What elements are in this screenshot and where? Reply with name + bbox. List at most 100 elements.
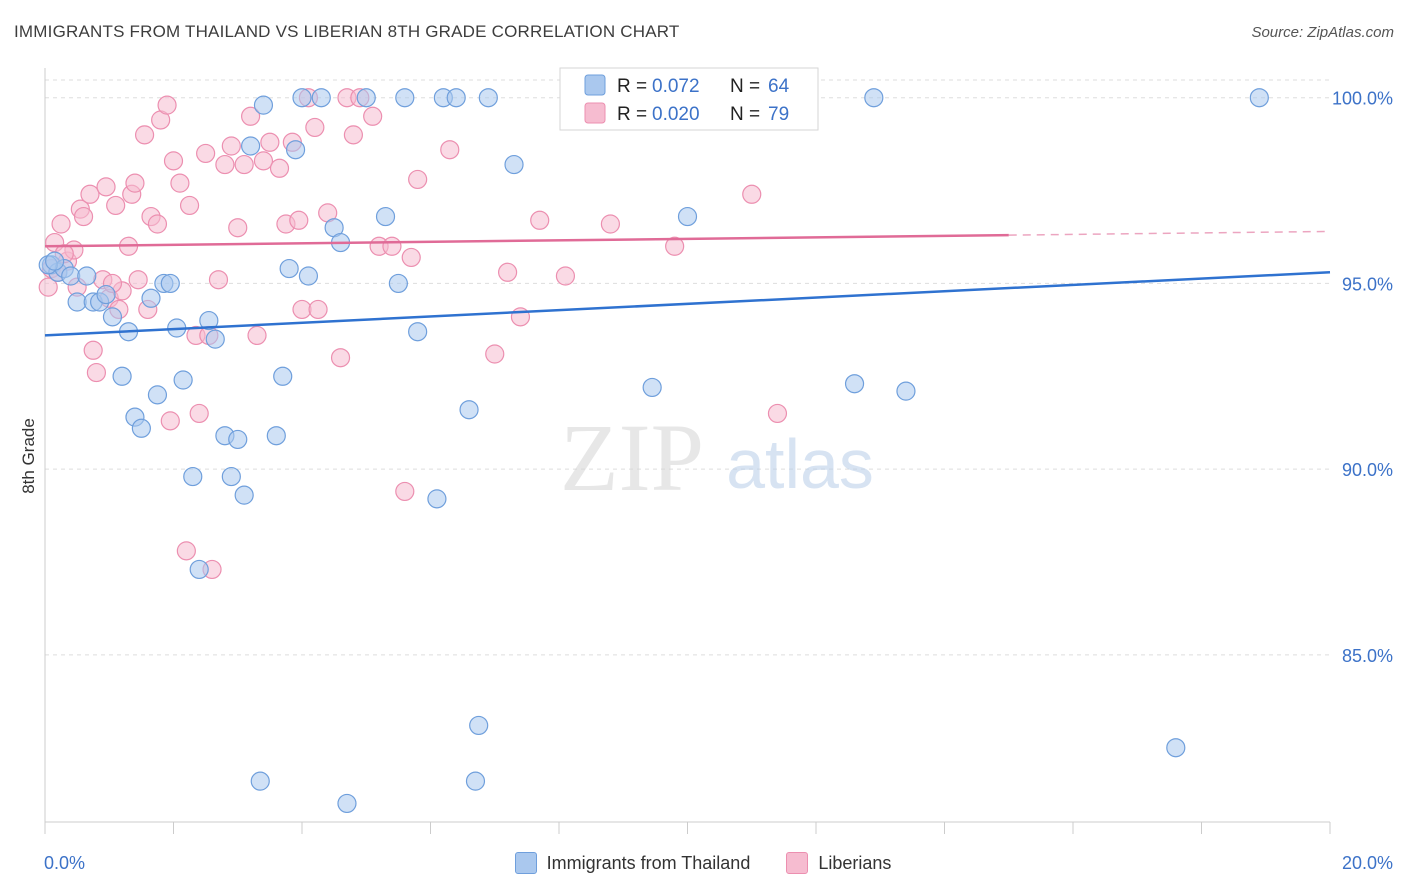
legend-r-label-2: R = [617, 104, 647, 125]
thailand-point [96, 284, 116, 305]
liberians-point [305, 117, 325, 138]
thailand-point [67, 292, 87, 312]
liberians-point [163, 151, 184, 171]
thailand-point [504, 154, 524, 175]
thailand-point [642, 377, 662, 398]
x-tick-labels: 0.0% 20.0% [44, 853, 1393, 873]
thailand-point [273, 366, 293, 386]
liberians-point [221, 136, 241, 156]
thailand-point [408, 322, 428, 342]
thailand-point [266, 426, 286, 446]
trend-line-liberians [44, 233, 1009, 248]
liberians-point [440, 140, 460, 160]
liberians-point [106, 195, 126, 216]
liberians-point [498, 262, 518, 282]
thailand-point [356, 88, 376, 108]
x-tick-label-max: 20.0% [1342, 853, 1393, 873]
liberians-point [260, 132, 280, 152]
thailand-point [298, 266, 319, 286]
thailand-point [1249, 88, 1269, 108]
liberians-point [269, 158, 290, 178]
thailand-point [131, 418, 151, 438]
y-tick-label-95: 95.0% [1342, 274, 1393, 294]
thailand-point [253, 95, 274, 115]
thailand-point [279, 258, 299, 279]
liberians-point [530, 210, 550, 230]
thailand-point [141, 288, 161, 308]
liberians-point [179, 195, 200, 216]
x-tick-label-min: 0.0% [44, 853, 85, 873]
axes [44, 68, 1331, 834]
liberians-point [241, 106, 261, 126]
liberians-point [742, 184, 762, 204]
liberians-point [125, 173, 145, 193]
liberians-point [308, 299, 328, 320]
thailand-point [199, 310, 219, 331]
liberians-point [147, 214, 168, 234]
thailand-point [375, 206, 396, 227]
liberians-point [96, 177, 116, 197]
thailand-point [77, 266, 97, 286]
legend-n-value-1: 64 [768, 76, 790, 97]
y-tick-label-100: 100.0% [1332, 89, 1393, 109]
thailand-point [388, 273, 408, 294]
thailand-point [427, 489, 447, 509]
liberians-point [485, 344, 505, 364]
liberians-point [247, 325, 267, 346]
liberians-point [600, 214, 621, 234]
legend-n-value-2: 79 [768, 104, 789, 125]
legend-r-label-1: R = [617, 76, 647, 97]
thailand-point [864, 88, 884, 108]
thailand-point [677, 206, 698, 227]
liberians-point [228, 218, 248, 238]
legend-n-label-2: N = [730, 104, 760, 125]
legend-item-thailand[interactable]: Immigrants from Thailand [514, 852, 751, 874]
thailand-point [173, 370, 193, 390]
thailand-point [465, 771, 486, 791]
legend-swatch-thailand [584, 74, 606, 96]
liberians-point [134, 125, 155, 145]
liberians-point [176, 541, 196, 561]
liberians-point [196, 143, 216, 164]
liberians-point [73, 206, 94, 227]
liberians-point [289, 210, 309, 230]
liberians-point [408, 169, 428, 190]
thailand-point [250, 771, 270, 791]
liberians-point [157, 95, 177, 115]
legend-label-liberians: Liberians [818, 852, 892, 873]
thailand-point [446, 88, 466, 108]
legend-item-liberians[interactable]: Liberians [786, 852, 891, 874]
liberians-point [38, 277, 58, 297]
thailand-point [311, 88, 331, 108]
thailand-point [205, 329, 225, 349]
thailand-point [292, 88, 312, 108]
legend-swatch-pink [786, 852, 809, 874]
liberians-point [208, 270, 229, 290]
bottom-legend: Immigrants from Thailand Liberians [0, 852, 1406, 874]
thailand-point [160, 273, 180, 294]
trend-line-thailand [44, 271, 1331, 337]
liberians-point [330, 348, 351, 368]
thailand-point [844, 374, 865, 394]
y-tick-labels: 85.0% 90.0% 95.0% 100.0% [1332, 89, 1393, 666]
thailand-point [395, 88, 415, 108]
legend-label-thailand: Immigrants from Thailand [546, 852, 751, 873]
thailand-point [1166, 738, 1186, 758]
liberians-point [83, 340, 103, 360]
trend-line-liberians-extension [1008, 230, 1331, 236]
liberians-point [382, 236, 402, 256]
thailand-point [478, 88, 498, 108]
chart-title: IMMIGRANTS FROM THAILAND VS LIBERIAN 8TH… [14, 22, 680, 41]
thailand-point [337, 793, 357, 814]
stats-legend-box: R = 0.072 N = 64 R = 0.020 N = 79 [559, 67, 819, 131]
liberians-point [343, 125, 363, 145]
thailand-point [469, 715, 489, 736]
y-axis-label: 8th Grade [19, 418, 38, 494]
liberians-point [86, 362, 107, 383]
liberians-point [767, 403, 788, 424]
thailand-point [61, 266, 81, 286]
watermark-zip: ZIP [560, 404, 704, 511]
thailand-point [234, 485, 254, 505]
legend-swatch-liberians [584, 102, 606, 124]
